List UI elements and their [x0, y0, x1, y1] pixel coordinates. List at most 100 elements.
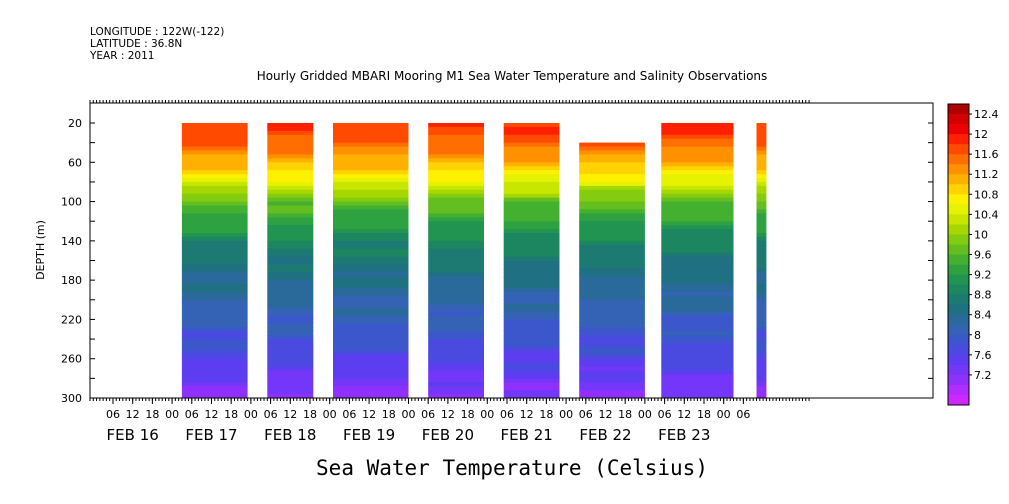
temperature-band [756, 229, 767, 234]
temperature-band [503, 189, 560, 195]
x-tick-label: 18 [618, 408, 632, 421]
temperature-band [503, 225, 560, 230]
temperature-band [267, 126, 314, 132]
temperature-band [503, 311, 560, 317]
temperature-band [267, 354, 314, 360]
temperature-band [267, 236, 314, 242]
temperature-band [267, 225, 314, 230]
temperature-band [756, 134, 767, 140]
temperature-band [333, 123, 409, 128]
temperature-band [428, 394, 484, 398]
temperature-band [333, 307, 409, 313]
temperature-band [181, 138, 248, 144]
temperature-band [579, 362, 645, 368]
temperature-band [181, 370, 248, 375]
temperature-band [503, 288, 560, 293]
temperature-band [756, 358, 767, 364]
temperature-band [579, 150, 645, 155]
x-tick-label: 00 [244, 408, 258, 421]
temperature-band [428, 366, 484, 372]
temperature-band [333, 339, 409, 344]
temperature-band [503, 386, 560, 391]
temperature-band [579, 319, 645, 324]
temperature-band [267, 288, 314, 293]
colorbar-legend: 12.4 12 11.6 11.2 10.8 10.4 10 9.6 9.2 8.8 8.4 8 7.6… [947, 103, 999, 406]
temperature-band [267, 217, 314, 222]
temperature-band [503, 358, 560, 364]
temperature-band [428, 146, 484, 152]
temperature-band [428, 170, 484, 175]
temperature-band [661, 126, 734, 132]
temperature-band [428, 327, 484, 332]
temperature-band [333, 154, 409, 159]
temperature-band [267, 252, 314, 258]
temperature-band [267, 189, 314, 195]
colorbar-swatch [948, 384, 969, 396]
temperature-band [579, 303, 645, 309]
temperature-band [503, 201, 560, 207]
colorbar-swatch [948, 254, 969, 265]
temperature-band [661, 335, 734, 340]
temperature-band [756, 166, 767, 171]
x-tick-label: 18 [382, 408, 396, 421]
x-tick-label: 18 [224, 408, 238, 421]
x-tick-label: 06 [421, 408, 435, 421]
temperature-band [503, 272, 560, 277]
temperature-band [756, 201, 767, 207]
temperature-band [579, 315, 645, 320]
temperature-band [661, 311, 734, 317]
x-day-label: FEB 21 [501, 426, 553, 444]
temperature-band [579, 221, 645, 226]
latitude-label: LATITUDE : 36.8N [90, 38, 182, 50]
temperature-band [181, 331, 248, 336]
temperature-band [661, 288, 734, 293]
temperature-band [181, 280, 248, 285]
temperature-band [503, 323, 560, 328]
temperature-band [181, 268, 248, 273]
temperature-band [333, 244, 409, 250]
temperature-band [756, 366, 767, 372]
temperature-band [756, 236, 767, 242]
temperature-band [333, 288, 409, 293]
temperature-band [756, 217, 767, 222]
temperature-band [428, 343, 484, 348]
temperature-band [503, 142, 560, 148]
temperature-band [503, 154, 560, 159]
x-day-label: FEB 20 [422, 426, 474, 444]
temperature-band [333, 166, 409, 171]
colorbar-swatch [948, 354, 969, 366]
temperature-band [333, 217, 409, 222]
temperature-band [428, 225, 484, 230]
temperature-band [756, 335, 767, 340]
colorbar-label: 9.6 [974, 249, 992, 262]
temperature-band [267, 146, 314, 152]
temperature-band [661, 174, 734, 179]
temperature-band [661, 213, 734, 218]
x-tick-label: 18 [145, 408, 159, 421]
y-tick-label: 180 [61, 274, 82, 287]
temperature-band [579, 178, 645, 183]
temperature-band [661, 280, 734, 285]
temperature-band [428, 123, 484, 128]
temperature-band [661, 233, 734, 238]
temperature-band [579, 378, 645, 383]
temperature-band [267, 150, 314, 155]
temperature-band [428, 295, 484, 301]
temperature-band [661, 138, 734, 144]
temperature-band [181, 181, 248, 187]
temperature-band [181, 339, 248, 344]
colorbar-swatch [948, 204, 969, 215]
temperature-band [333, 197, 409, 203]
temperature-band [428, 307, 484, 313]
temperature-band [661, 374, 734, 379]
temperature-band [503, 346, 560, 352]
temperature-band [503, 244, 560, 250]
temperature-band [333, 201, 409, 207]
temperature-band [579, 213, 645, 218]
colorbar-swatch [948, 154, 969, 165]
temperature-band [503, 193, 560, 199]
colorbar-label: 12.4 [974, 108, 999, 121]
temperature-band [333, 126, 409, 132]
temperature-band [267, 291, 314, 297]
temperature-band [181, 248, 248, 254]
